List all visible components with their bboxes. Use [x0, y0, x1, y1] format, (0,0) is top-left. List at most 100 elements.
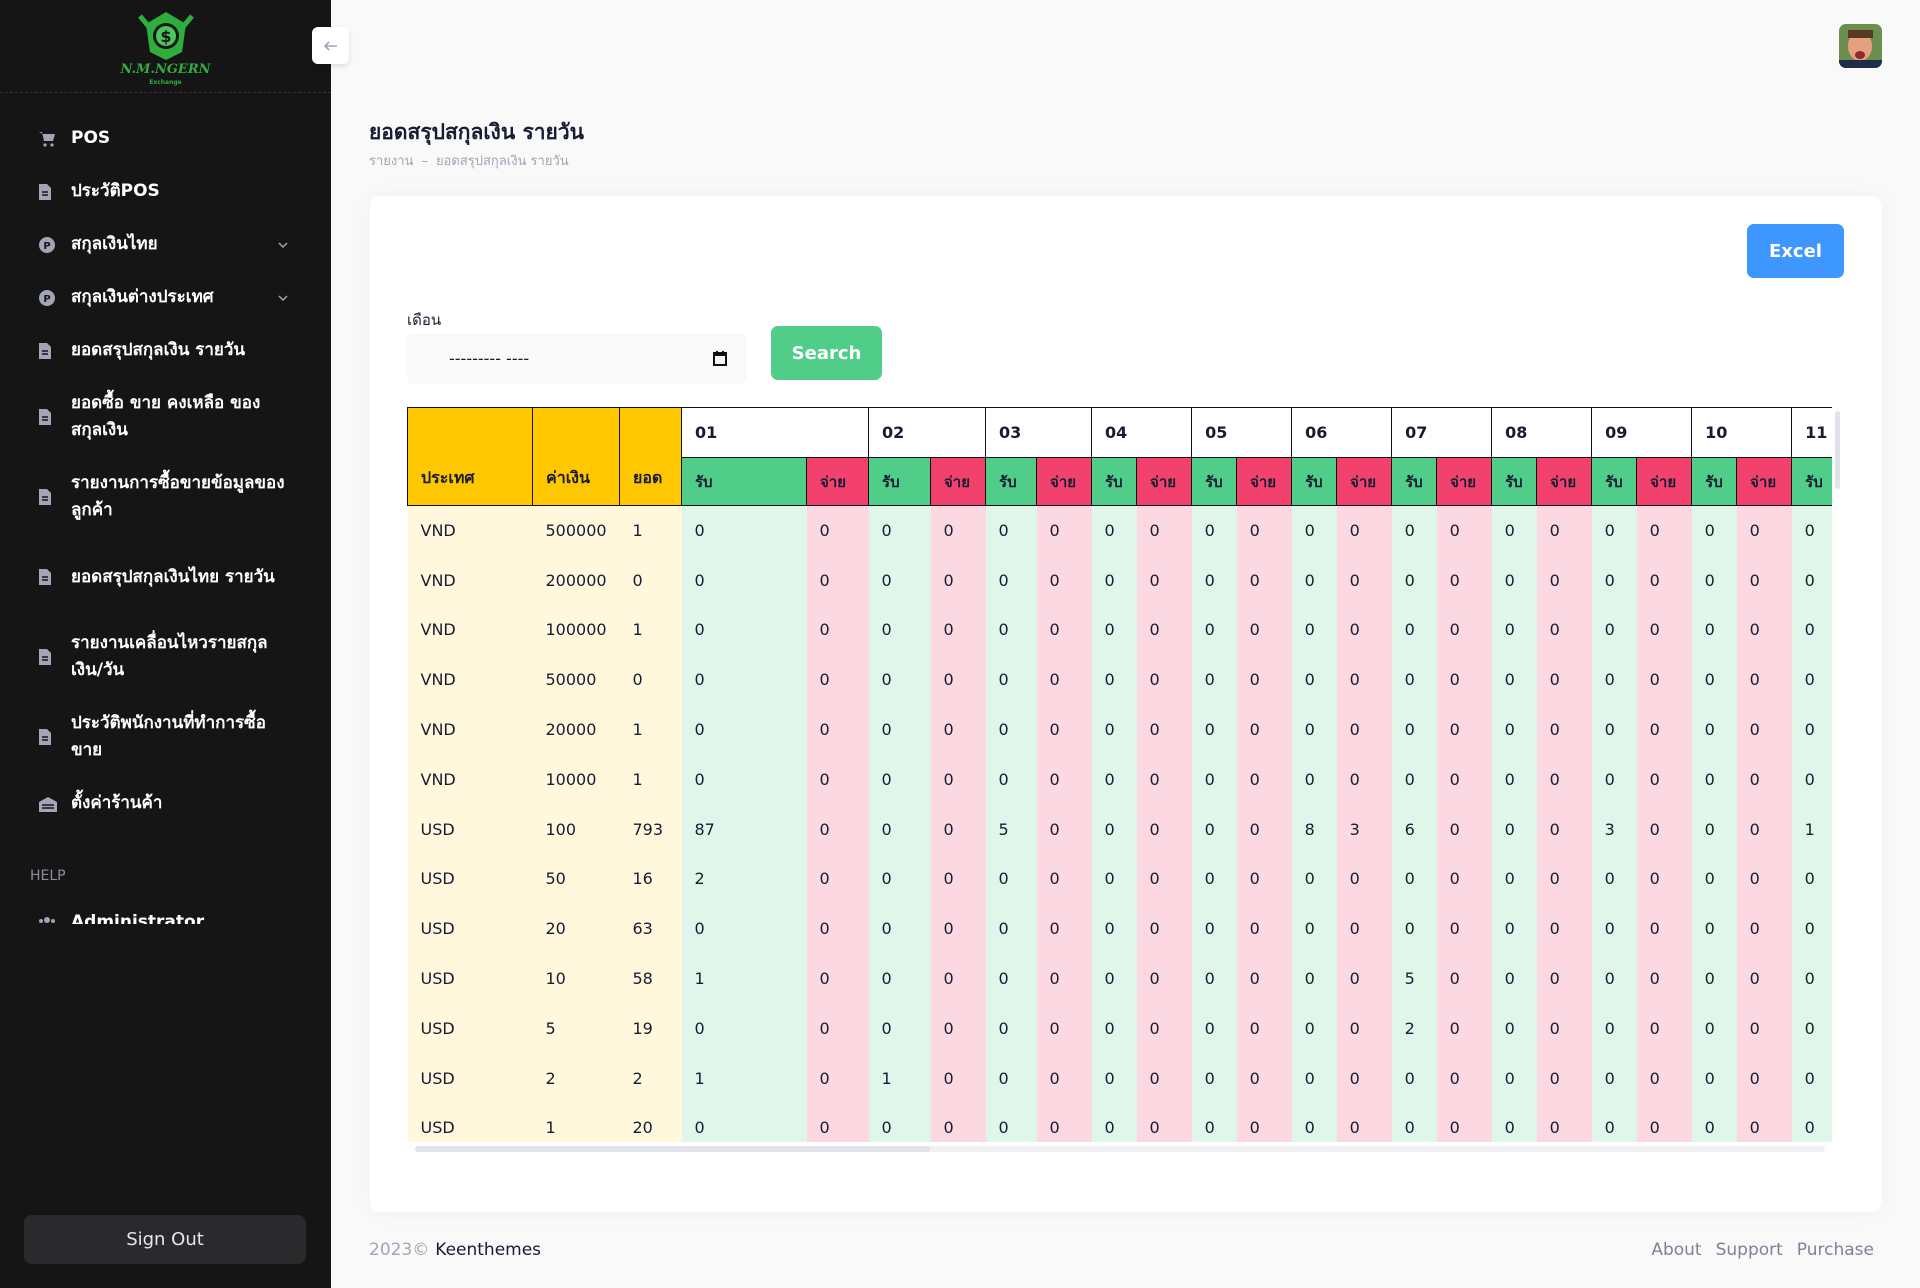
- country-cell: USD: [407, 854, 533, 904]
- receive-cell: 0: [985, 854, 1037, 904]
- pay-cell: 0: [806, 1003, 869, 1054]
- menu-item[interactable]: POS: [0, 112, 331, 165]
- menu-item[interactable]: Administrator: [0, 912, 331, 924]
- footer-link[interactable]: About: [1651, 1240, 1702, 1260]
- receive-cell: 0: [1591, 953, 1637, 1004]
- pay-cell: 0: [1136, 854, 1192, 904]
- country-cell: VND: [407, 704, 533, 755]
- pay-cell: 0: [1036, 953, 1092, 1004]
- pay-cell: 0: [1636, 953, 1692, 1004]
- pay-header: จ่าย: [1036, 457, 1093, 506]
- logo-icon: $: [138, 12, 194, 60]
- logo-tagline: Exchange: [149, 79, 182, 86]
- menu-item[interactable]: ประวัติพนักงานที่ทำการซื้อขาย: [0, 697, 331, 777]
- receive-cell: 0: [1691, 505, 1737, 556]
- menu-item[interactable]: P สกุลเงินไทย: [0, 218, 331, 271]
- receive-cell: 0: [1391, 1053, 1437, 1104]
- menu-label: ประวัติPOS: [71, 181, 160, 201]
- total-cell: 20: [619, 1103, 682, 1142]
- footer-brand[interactable]: Keenthemes: [435, 1240, 542, 1260]
- total-cell: 19: [619, 1003, 682, 1054]
- receive-cell: 0: [1191, 704, 1237, 755]
- receive-cell: 0: [1091, 654, 1137, 705]
- month-label: เดือน: [407, 311, 442, 329]
- receive-cell: 0: [1291, 953, 1337, 1004]
- menu-item[interactable]: ยอดสรุปสกุลเงิน รายวัน: [0, 324, 331, 377]
- pay-cell: 3: [1336, 804, 1392, 855]
- country-cell: USD: [407, 903, 533, 954]
- receive-header: รับ: [868, 457, 932, 506]
- day-header: 07: [1391, 407, 1493, 458]
- vertical-scrollbar[interactable]: [1835, 411, 1840, 489]
- receive-cell: 0: [1591, 1103, 1637, 1142]
- menu-item[interactable]: ยอดสรุปสกุลเงินไทย รายวัน: [0, 537, 331, 617]
- column-header: ประเทศ: [407, 407, 533, 506]
- pay-cell: 0: [806, 854, 869, 904]
- pay-cell: 0: [930, 704, 986, 755]
- sign-out-button[interactable]: Sign Out: [24, 1215, 306, 1264]
- denomination-cell: 100000: [532, 605, 620, 655]
- footer-link[interactable]: Support: [1715, 1240, 1783, 1260]
- menu-item[interactable]: ตั้งค่าร้านค้า: [0, 777, 331, 830]
- pay-cell: 0: [1736, 903, 1792, 954]
- pay-cell: 0: [930, 654, 986, 705]
- menu-item[interactable]: ประวัติPOS: [0, 165, 331, 218]
- menu-item[interactable]: รายงานการซื้อขายข้อมูลของลูกค้า: [0, 457, 331, 537]
- horizontal-scrollbar[interactable]: [415, 1146, 1825, 1152]
- pay-cell: 0: [1236, 953, 1292, 1004]
- pay-cell: 0: [1136, 704, 1192, 755]
- pay-cell: 0: [806, 605, 869, 655]
- excel-button[interactable]: Excel: [1747, 224, 1844, 278]
- receive-header: รับ: [1591, 457, 1638, 506]
- avatar[interactable]: [1839, 24, 1882, 68]
- logo: $ N.M.NGERN Exchange: [0, 0, 331, 93]
- receive-cell: 0: [1791, 1053, 1832, 1104]
- menu-item[interactable]: รายงานเคลื่อนไหวรายสกุลเงิน/วัน: [0, 617, 331, 697]
- pay-cell: 0: [930, 754, 986, 805]
- breadcrumb-item[interactable]: รายงาน: [369, 154, 414, 169]
- receive-cell: 0: [1291, 704, 1337, 755]
- menu-item[interactable]: P สกุลเงินต่างประเทศ: [0, 271, 331, 324]
- menu-item[interactable]: ยอดซื้อ ขาย คงเหลือ ของสกุลเงิน: [0, 377, 331, 457]
- pay-cell: 0: [1236, 654, 1292, 705]
- country-cell: VND: [407, 754, 533, 805]
- receive-cell: 2: [681, 854, 807, 904]
- receive-cell: 0: [1191, 654, 1237, 705]
- receive-header: รับ: [1791, 457, 1832, 506]
- pay-cell: 0: [1536, 1103, 1592, 1142]
- receive-cell: 0: [1591, 555, 1637, 606]
- receive-cell: 0: [868, 903, 931, 954]
- receive-cell: 0: [1191, 555, 1237, 606]
- sidebar-toggle[interactable]: [312, 27, 349, 64]
- footer-link[interactable]: Purchase: [1796, 1240, 1874, 1260]
- pay-cell: 0: [806, 754, 869, 805]
- menu-icon: [39, 409, 51, 425]
- pay-cell: 0: [1736, 505, 1792, 556]
- pay-cell: 0: [1236, 1053, 1292, 1104]
- pay-cell: 0: [1036, 1053, 1092, 1104]
- pay-cell: 0: [1636, 555, 1692, 606]
- month-input[interactable]: --------- ----: [407, 333, 747, 384]
- pay-cell: 0: [1436, 903, 1492, 954]
- receive-cell: 0: [1691, 654, 1737, 705]
- scroll-thumb[interactable]: [415, 1146, 930, 1152]
- receive-cell: 0: [1291, 654, 1337, 705]
- total-cell: 1: [619, 704, 682, 755]
- pay-cell: 0: [930, 804, 986, 855]
- country-cell: VND: [407, 654, 533, 705]
- table-row: USD 50 16 2 0 0 0 0 0 0 0 0 0 0 0 0 0 0 0 0 0 0 0 0: [407, 854, 1832, 904]
- denomination-cell: 20000: [532, 704, 620, 755]
- total-cell: 1: [619, 754, 682, 805]
- pay-cell: 0: [1536, 854, 1592, 904]
- pay-cell: 0: [1636, 1103, 1692, 1142]
- receive-cell: 0: [985, 555, 1037, 606]
- receive-cell: 0: [681, 754, 807, 805]
- receive-cell: 0: [1391, 704, 1437, 755]
- pay-cell: 0: [1336, 903, 1392, 954]
- breadcrumb: รายงาน – ยอดสรุปสกุลเงิน รายวัน: [369, 150, 577, 171]
- pay-cell: 0: [930, 505, 986, 556]
- search-button[interactable]: Search: [771, 326, 882, 380]
- menu-icon: [39, 131, 55, 147]
- receive-cell: 3: [1591, 804, 1637, 855]
- receive-cell: 0: [1191, 754, 1237, 805]
